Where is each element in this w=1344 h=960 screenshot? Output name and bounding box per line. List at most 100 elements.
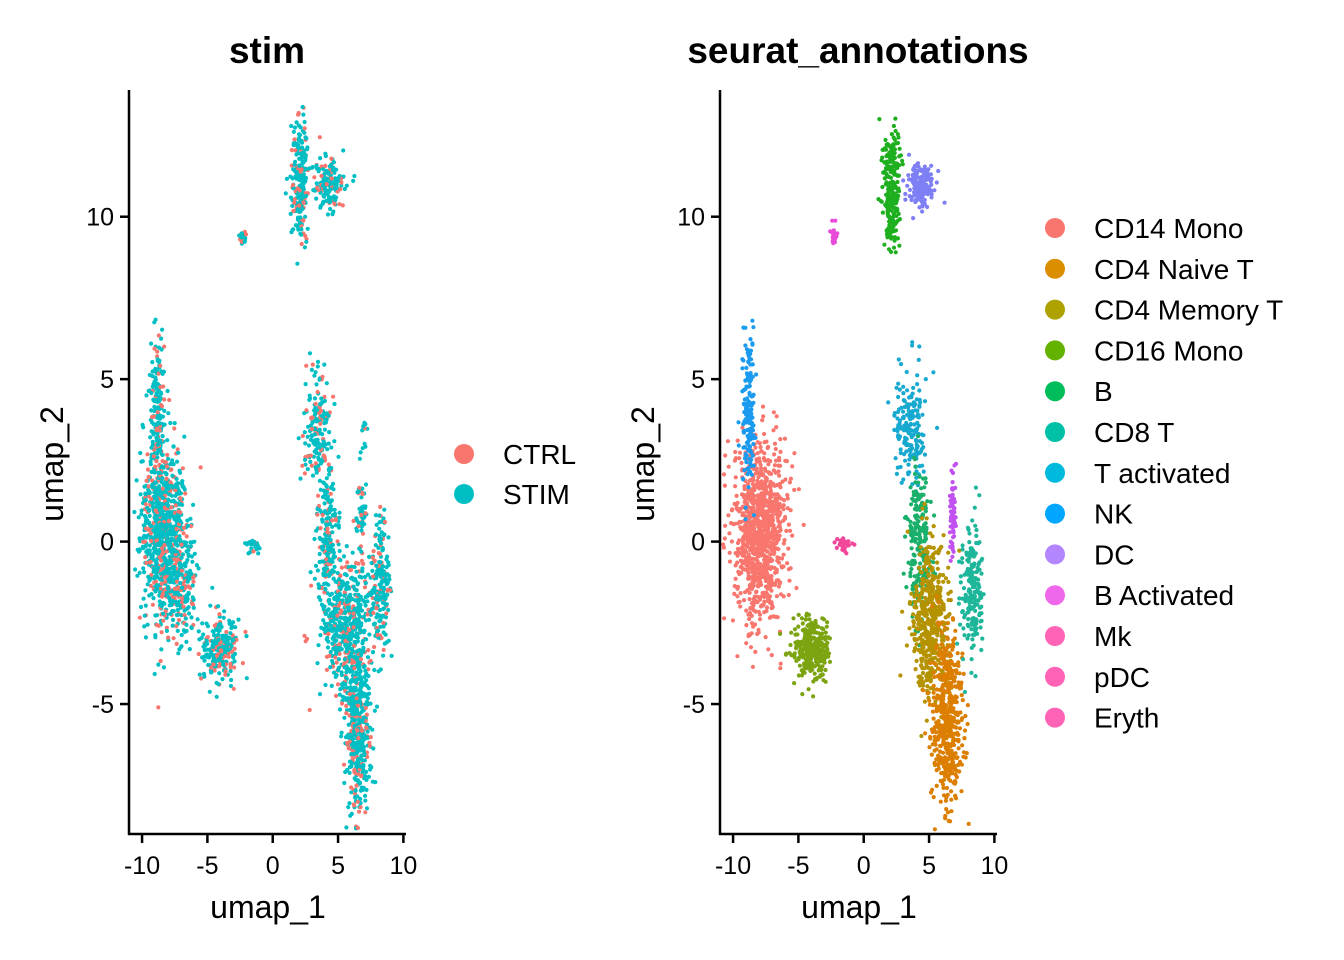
scatter-point xyxy=(383,579,388,584)
scatter-point xyxy=(168,462,173,467)
scatter-point xyxy=(325,212,331,217)
scatter-point xyxy=(748,521,753,527)
scatter-point xyxy=(356,703,361,708)
scatter-point xyxy=(143,502,148,507)
scatter-point xyxy=(303,179,308,184)
scatter-point xyxy=(223,654,228,659)
scatter-point xyxy=(761,603,766,608)
scatter-point xyxy=(370,650,376,655)
scatter-point xyxy=(812,641,817,646)
scatter-point xyxy=(249,546,254,551)
scatter-point xyxy=(177,561,182,566)
scatter-point xyxy=(771,481,776,486)
scatter-point xyxy=(320,547,325,552)
scatter-point xyxy=(768,459,773,464)
scatter-point xyxy=(322,362,327,367)
scatter-point xyxy=(736,420,741,425)
scatter-point xyxy=(819,667,824,673)
scatter-point xyxy=(164,480,169,485)
scatter-point xyxy=(152,576,157,581)
scatter-point xyxy=(756,475,761,480)
scatter-point xyxy=(297,188,302,193)
scatter-point xyxy=(735,500,740,505)
scatter-point xyxy=(160,529,166,534)
scatter-point xyxy=(377,590,383,595)
scatter-point xyxy=(174,542,179,547)
scatter-point xyxy=(315,364,320,369)
scatter-point xyxy=(186,611,192,616)
scatter-point xyxy=(337,651,342,657)
scatter-point xyxy=(785,493,790,498)
scatter-point xyxy=(202,658,207,663)
scatter-point xyxy=(228,683,233,689)
scatter-point xyxy=(762,440,767,445)
scatter-point xyxy=(807,665,812,671)
scatter-point xyxy=(300,433,305,439)
scatter-point xyxy=(300,104,305,110)
scatter-point xyxy=(763,458,768,463)
scatter-point xyxy=(335,626,341,631)
scatter-point xyxy=(325,540,330,546)
scatter-point xyxy=(154,622,159,628)
scatter-point xyxy=(351,620,356,625)
scatter-point xyxy=(162,344,167,349)
scatter-point xyxy=(169,510,174,515)
scatter-point xyxy=(164,472,169,477)
scatter-point xyxy=(754,552,759,557)
scatter-point xyxy=(326,189,331,195)
scatter-point xyxy=(827,659,833,665)
scatter-point xyxy=(745,472,750,477)
scatter-point xyxy=(233,651,238,657)
scatter-point xyxy=(315,568,320,573)
scatter-point xyxy=(751,496,756,501)
scatter-point xyxy=(358,788,363,793)
scatter-point xyxy=(180,585,185,590)
scatter-point xyxy=(348,592,353,598)
scatter-point xyxy=(143,635,148,640)
scatter-point xyxy=(160,434,165,439)
scatter-point xyxy=(374,593,380,599)
scatter-point xyxy=(175,612,180,617)
scatter-point xyxy=(385,592,390,597)
scatter-point xyxy=(374,704,380,709)
scatter-point xyxy=(788,642,793,648)
scatter-point xyxy=(331,634,336,639)
scatter-point xyxy=(804,658,809,663)
scatter-point xyxy=(210,644,215,650)
scatter-point xyxy=(174,624,179,629)
scatter-point xyxy=(370,727,375,732)
scatter-point xyxy=(352,660,357,665)
scatter-point xyxy=(174,476,179,481)
scatter-point xyxy=(763,584,769,589)
scatter-point xyxy=(824,624,829,629)
scatter-point xyxy=(793,640,798,645)
scatter-point xyxy=(295,170,300,175)
scatter-point xyxy=(324,557,329,562)
scatter-point xyxy=(761,472,766,477)
scatter-point xyxy=(783,477,788,482)
scatter-point xyxy=(755,631,760,637)
scatter-point xyxy=(748,377,754,382)
scatter-point xyxy=(330,481,336,486)
scatter-point xyxy=(359,512,364,518)
scatter-point xyxy=(322,394,327,399)
scatter-point xyxy=(344,670,349,675)
scatter-point xyxy=(160,563,165,568)
scatter-point xyxy=(161,618,166,623)
scatter-point xyxy=(302,245,307,250)
scatter-point xyxy=(796,612,801,618)
scatter-point xyxy=(170,473,175,478)
scatter-point xyxy=(765,571,770,576)
scatter-point xyxy=(283,191,288,196)
scatter-point xyxy=(381,569,386,574)
scatter-point xyxy=(190,583,195,588)
scatter-point xyxy=(316,585,322,591)
scatter-point xyxy=(300,161,305,166)
scatter-point xyxy=(377,513,382,518)
scatter-point xyxy=(778,580,783,585)
scatter-point xyxy=(771,506,776,511)
scatter-point xyxy=(346,565,351,570)
scatter-point xyxy=(340,598,345,603)
scatter-point xyxy=(319,396,324,401)
scatter-point xyxy=(200,621,205,626)
